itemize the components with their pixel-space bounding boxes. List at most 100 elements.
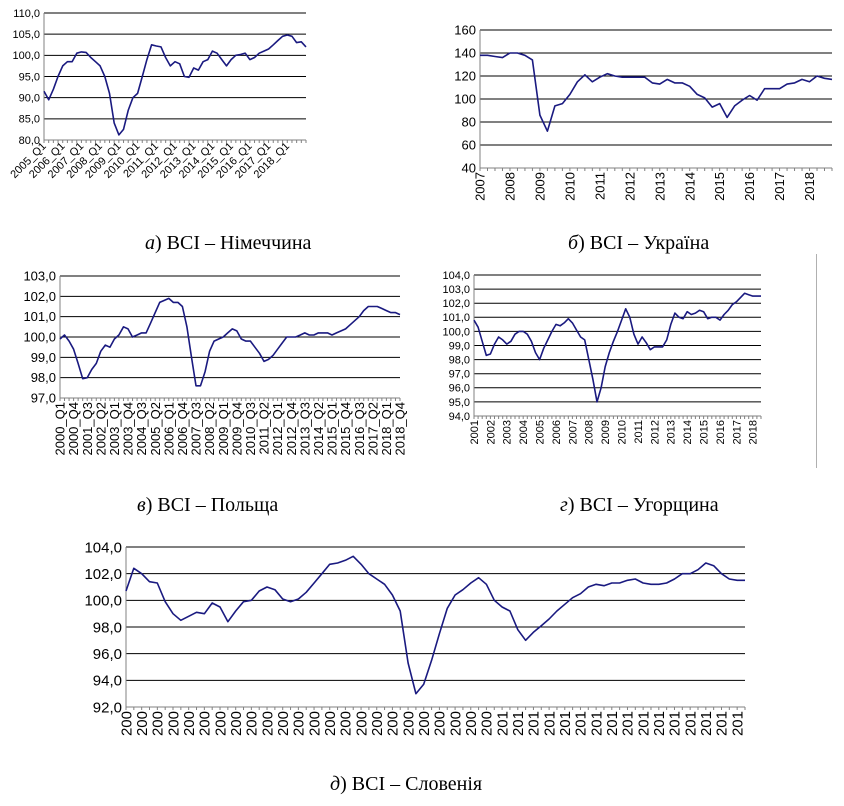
y-tick-label: 110,0 <box>13 8 40 20</box>
x-tick-label: 2005_Q2 <box>148 402 163 456</box>
x-tick-label: 2008 <box>584 420 596 444</box>
caption-germany: а) BCI – Німеччина <box>145 232 312 254</box>
x-tick-label: 2012 <box>649 420 661 444</box>
x-tick-label: 200 <box>291 711 308 736</box>
y-tick-label: 99,0 <box>31 350 56 365</box>
x-tick-label: 201 <box>635 711 652 736</box>
x-tick-label: 2007_Q3 <box>189 402 204 456</box>
x-tick-label: 201 <box>667 711 684 736</box>
x-tick-label: 2015 <box>698 420 710 444</box>
x-tick-label: 2011 <box>592 172 607 200</box>
x-tick-label: 2000_Q4 <box>66 402 81 456</box>
y-tick-label: 40 <box>462 161 476 176</box>
chart-germany: 80,085,090,095,0100,0105,0110,02005_Q120… <box>8 8 307 181</box>
x-tick-label: 2009_Q4 <box>229 402 244 456</box>
y-tick-label: 100 <box>454 92 476 107</box>
x-tick-label: 200 <box>244 711 261 736</box>
y-tick-label: 100,0 <box>23 330 56 345</box>
series-line <box>473 292 761 403</box>
x-tick-label: 2006_Q4 <box>175 402 190 456</box>
y-tick-label: 97,0 <box>31 391 56 406</box>
y-tick-label: 94,0 <box>93 673 122 690</box>
series-line <box>125 555 745 695</box>
x-tick-label: 200 <box>479 711 496 736</box>
x-tick-label: 2013_Q3 <box>297 402 312 456</box>
x-tick-label: 200 <box>463 711 480 736</box>
y-tick-label: 105,0 <box>12 29 40 41</box>
x-tick-label: 2012_Q1 <box>270 402 285 456</box>
x-tick-label: 200 <box>447 711 464 736</box>
x-tick-label: 2017 <box>731 420 743 444</box>
x-tick-label: 2011_Q2 <box>257 402 272 455</box>
chart-slovenia: 92,094,096,098,0100,0102,0104,0200200200… <box>84 539 746 736</box>
x-tick-label: 200 <box>416 711 433 736</box>
x-tick-label: 200 <box>259 711 276 736</box>
x-tick-label: 2007 <box>567 420 579 444</box>
x-tick-label: 2013 <box>652 172 667 201</box>
caption-ukraine: б) BCI – Україна <box>568 232 710 254</box>
x-tick-label: 2010_Q3 <box>243 402 258 456</box>
x-tick-label: 200 <box>150 711 167 736</box>
x-tick-label: 200 <box>212 711 229 736</box>
x-tick-label: 200 <box>338 711 355 736</box>
x-tick-label: 201 <box>729 711 746 736</box>
x-tick-label: 2008 <box>503 172 518 201</box>
x-tick-label: 2018_Q4 <box>393 402 408 456</box>
y-tick-label: 100,0 <box>442 326 470 338</box>
y-tick-label: 95,0 <box>449 397 470 409</box>
x-tick-label: 2017_Q2 <box>365 402 380 456</box>
x-tick-label: 200 <box>385 711 402 736</box>
x-tick-label: 2014_Q2 <box>311 402 326 456</box>
x-tick-label: 200 <box>197 711 214 736</box>
caption-hungary: г) BCI – Угорщина <box>560 494 719 516</box>
y-tick-label: 104,0 <box>442 270 470 282</box>
y-tick-label: 103,0 <box>442 284 470 296</box>
y-tick-label: 95,0 <box>19 71 40 83</box>
x-tick-label: 2015 <box>712 172 727 201</box>
x-tick-label: 200 <box>353 711 370 736</box>
y-tick-label: 104,0 <box>84 539 122 556</box>
y-tick-label: 85,0 <box>19 114 40 126</box>
y-tick-label: 60 <box>462 138 476 153</box>
y-tick-label: 99,0 <box>449 340 470 352</box>
y-tick-label: 160 <box>454 23 476 38</box>
x-tick-label: 2004 <box>518 420 530 444</box>
x-tick-label: 2012_Q4 <box>284 402 299 456</box>
x-tick-label: 2006 <box>551 420 563 444</box>
x-tick-label: 201 <box>620 711 637 736</box>
x-tick-label: 2003_Q4 <box>121 402 136 456</box>
x-tick-label: 2014 <box>682 420 694 444</box>
x-tick-label: 201 <box>588 711 605 736</box>
y-tick-label: 100,0 <box>84 593 122 610</box>
y-tick-label: 102,0 <box>442 298 470 310</box>
y-tick-label: 80 <box>462 115 476 130</box>
x-tick-label: 2008_Q2 <box>202 402 217 456</box>
x-tick-label: 2018 <box>802 172 817 201</box>
y-tick-label: 97,0 <box>449 369 470 381</box>
y-tick-label: 92,0 <box>93 699 122 716</box>
x-tick-label: 201 <box>557 711 574 736</box>
y-tick-label: 80,0 <box>19 135 40 147</box>
y-tick-label: 94,0 <box>449 411 470 423</box>
x-tick-label: 201 <box>651 711 668 736</box>
series-line <box>480 52 833 132</box>
y-tick-label: 102,0 <box>23 289 56 304</box>
x-tick-label: 2002 <box>485 420 497 444</box>
x-tick-label: 201 <box>682 711 699 736</box>
x-tick-label: 2016 <box>742 172 757 201</box>
x-tick-label: 2009 <box>532 172 547 201</box>
x-tick-label: 200 <box>275 711 292 736</box>
x-tick-label: 200 <box>400 711 417 736</box>
x-tick-label: 200 <box>165 711 182 736</box>
x-tick-label: 200 <box>369 711 386 736</box>
caption-poland: в) BCI – Польща <box>137 494 279 516</box>
x-tick-label: 200 <box>432 711 449 736</box>
y-tick-label: 102,0 <box>84 566 122 583</box>
x-tick-label: 2017 <box>772 172 787 201</box>
x-tick-label: 201 <box>698 711 715 736</box>
y-tick-label: 96,0 <box>93 646 122 663</box>
x-tick-label: 200 <box>181 711 198 736</box>
y-tick-label: 90,0 <box>19 93 40 105</box>
x-tick-label: 2005 <box>534 420 546 444</box>
